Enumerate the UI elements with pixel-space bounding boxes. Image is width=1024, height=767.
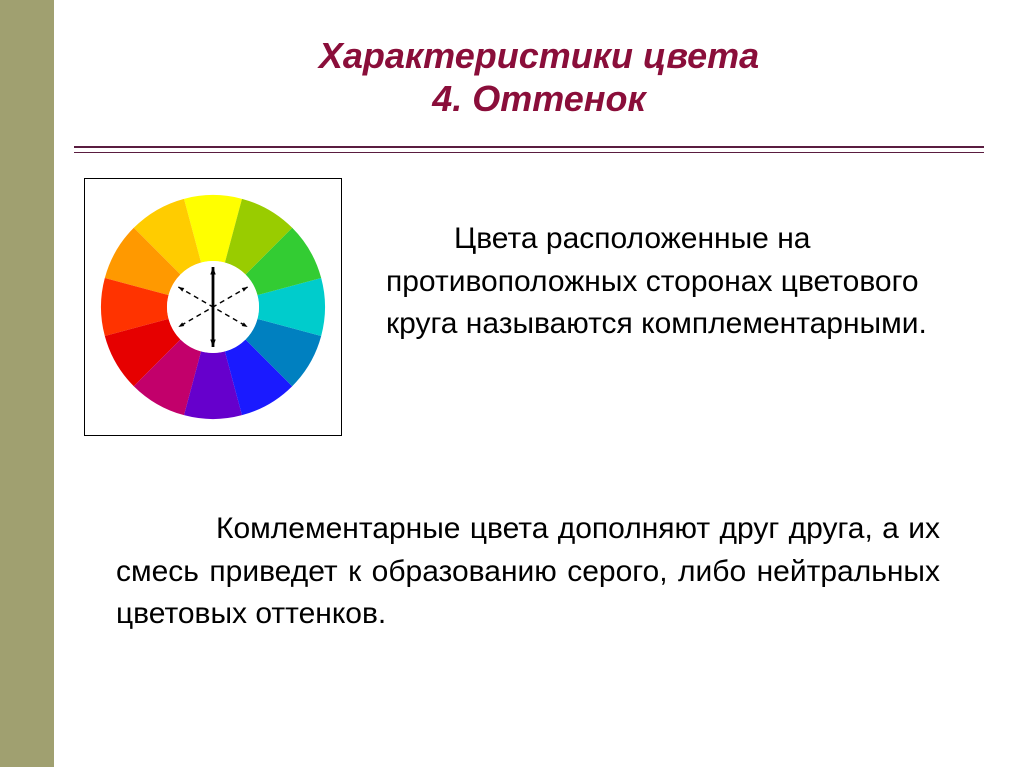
slide-title: Характеристики цвета 4. Оттенок	[54, 34, 1024, 120]
paragraph-right-text: Цвета расположенные на противоположных с…	[386, 222, 927, 340]
divider-upper	[74, 146, 984, 148]
paragraph-bottom-text: Комлементарные цвета дополняют друг друг…	[116, 512, 940, 630]
paragraph-complementary-mixing: Комлементарные цвета дополняют друг друг…	[116, 508, 940, 636]
title-line-2: 4. Оттенок	[54, 77, 1024, 120]
color-wheel-box	[84, 178, 342, 436]
divider-lower	[74, 152, 984, 153]
title-line-1: Характеристики цвета	[54, 34, 1024, 77]
color-wheel	[85, 179, 341, 435]
slide: Характеристики цвета 4. Оттенок Цвета ра…	[0, 0, 1024, 767]
left-accent-band	[0, 0, 54, 767]
paragraph-complementary-definition: Цвета расположенные на противоположных с…	[386, 218, 958, 346]
